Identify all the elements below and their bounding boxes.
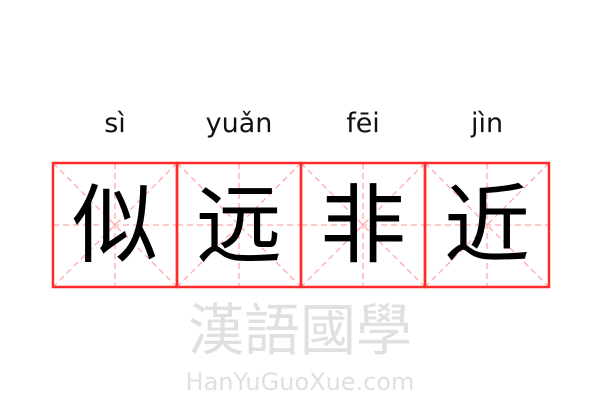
pinyin-1: sì [104, 108, 126, 139]
character-4: 近 [444, 176, 530, 276]
grid-cell [423, 161, 551, 289]
character-3: 非 [320, 176, 406, 276]
pinyin-3: fēi [346, 108, 380, 139]
character-1: 似 [72, 176, 158, 276]
pinyin-4: jìn [470, 108, 504, 139]
character-2: 远 [196, 176, 282, 276]
pinyin-2: yuǎn [205, 108, 273, 139]
